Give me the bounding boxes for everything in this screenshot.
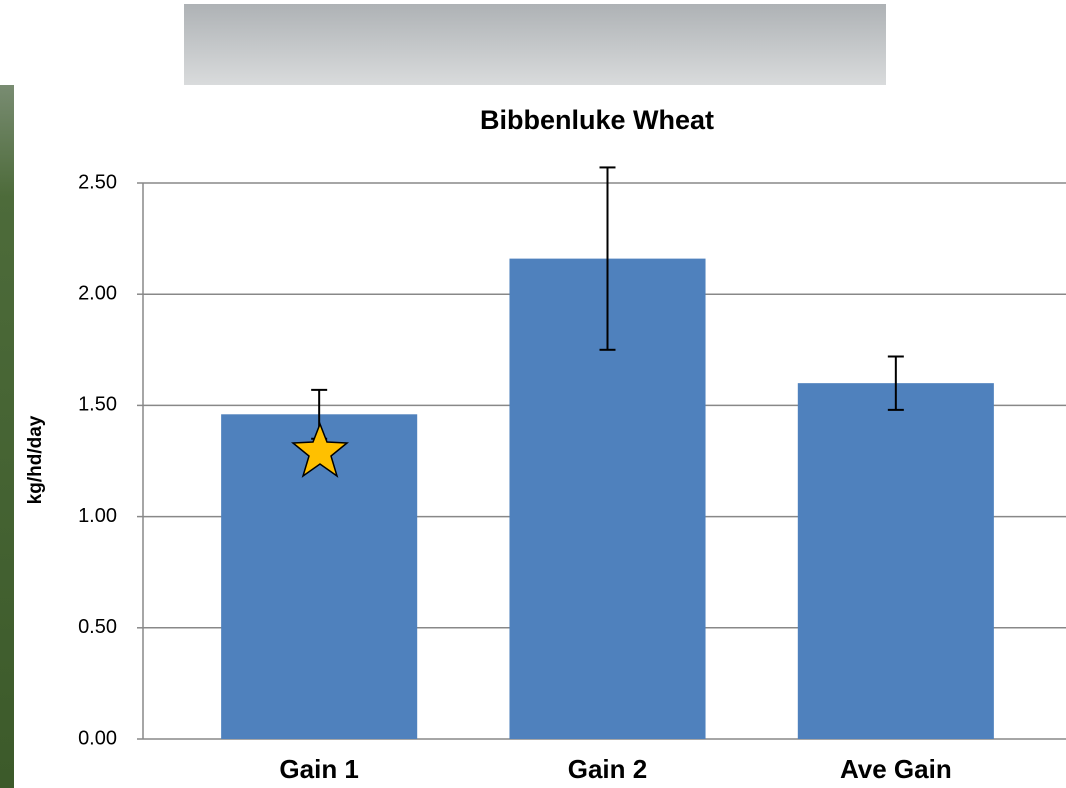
photo-gap (0, 0, 184, 85)
y-tick-label: 2.50 (78, 171, 117, 193)
chart-title: Bibbenluke Wheat (480, 105, 714, 135)
sky-photo (184, 4, 886, 85)
bar (797, 383, 994, 739)
y-tick-label: 1.00 (78, 505, 117, 527)
photo-strip (0, 0, 14, 788)
y-tick-label: 0.00 (78, 727, 117, 749)
y-tick-label: 0.50 (78, 616, 117, 638)
plot: 0.00 0.50 1.00 1.50 2.00 2.50 Gain 1 Gain 2 Ave … (78, 166, 1066, 784)
bar (221, 414, 418, 739)
x-tick-label: Gain 2 (568, 754, 647, 784)
x-tick-label: Gain 1 (279, 754, 358, 784)
y-tick-label: 1.50 (78, 394, 117, 416)
y-axis-label: kg/hd/day (25, 415, 46, 504)
star-annotation (291, 421, 349, 478)
y-tick-label: 2.00 (78, 282, 117, 304)
x-tick-label: Ave Gain (840, 754, 952, 784)
